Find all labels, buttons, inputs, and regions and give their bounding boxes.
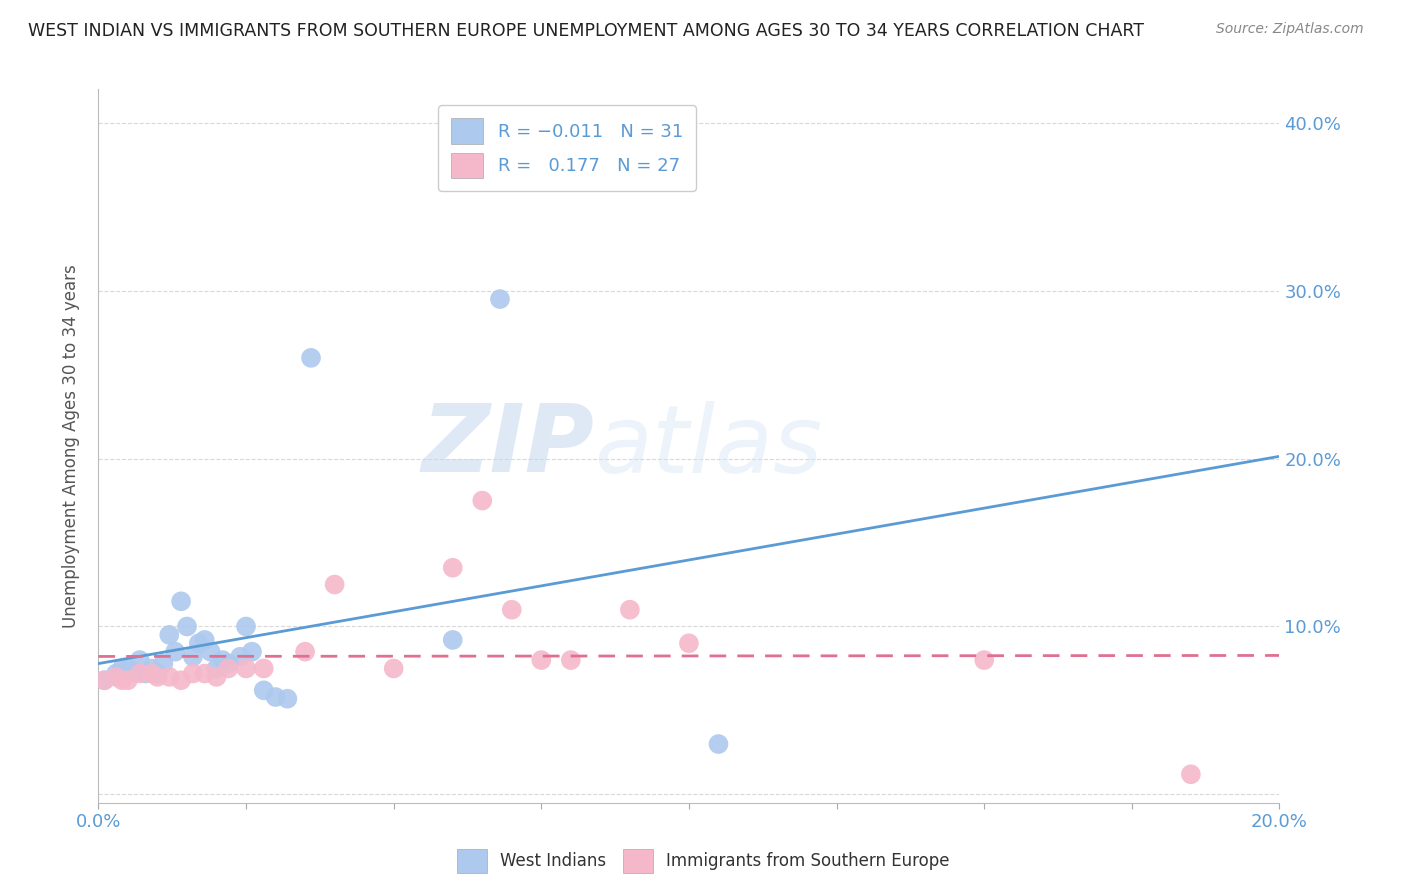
Point <box>93 673 115 688</box>
Point <box>229 649 252 664</box>
Point <box>678 636 700 650</box>
Point <box>105 666 128 681</box>
Point <box>181 649 204 664</box>
Point <box>441 632 464 647</box>
Point <box>165 645 187 659</box>
Point <box>211 653 233 667</box>
Point <box>146 666 169 681</box>
Point <box>973 653 995 667</box>
Point <box>128 653 150 667</box>
Point <box>176 619 198 633</box>
Point <box>170 673 193 688</box>
Point <box>235 661 257 675</box>
Point <box>157 628 180 642</box>
Point <box>489 292 512 306</box>
Point <box>152 657 174 671</box>
Point <box>135 666 157 681</box>
Point <box>170 594 193 608</box>
Point <box>323 577 346 591</box>
Point <box>105 670 128 684</box>
Point <box>501 603 523 617</box>
Point <box>205 670 228 684</box>
Point <box>128 666 150 681</box>
Point <box>122 665 145 679</box>
Text: WEST INDIAN VS IMMIGRANTS FROM SOUTHERN EUROPE UNEMPLOYMENT AMONG AGES 30 TO 34 : WEST INDIAN VS IMMIGRANTS FROM SOUTHERN … <box>28 22 1144 40</box>
Point <box>707 737 730 751</box>
Point <box>157 670 180 684</box>
Point <box>560 653 582 667</box>
Point <box>200 645 222 659</box>
Point <box>1180 767 1202 781</box>
Point <box>181 666 204 681</box>
Point <box>235 619 257 633</box>
Text: Source: ZipAtlas.com: Source: ZipAtlas.com <box>1216 22 1364 37</box>
Point <box>294 645 316 659</box>
Point <box>240 645 263 659</box>
Text: atlas: atlas <box>595 401 823 491</box>
Point <box>276 691 298 706</box>
Point <box>93 673 115 688</box>
Point <box>441 560 464 574</box>
Point <box>530 653 553 667</box>
Point <box>217 657 239 671</box>
Y-axis label: Unemployment Among Ages 30 to 34 years: Unemployment Among Ages 30 to 34 years <box>62 264 80 628</box>
Point <box>111 673 134 688</box>
Point <box>194 666 217 681</box>
Point <box>619 603 641 617</box>
Point <box>253 661 276 675</box>
Point <box>299 351 322 365</box>
Point <box>117 661 139 675</box>
Point <box>141 666 163 681</box>
Point <box>205 661 228 675</box>
Point <box>253 683 276 698</box>
Point <box>217 661 239 675</box>
Legend: West Indians, Immigrants from Southern Europe: West Indians, Immigrants from Southern E… <box>450 842 956 880</box>
Point <box>187 636 209 650</box>
Point <box>146 670 169 684</box>
Point <box>117 673 139 688</box>
Legend: R = −0.011   N = 31, R =   0.177   N = 27: R = −0.011 N = 31, R = 0.177 N = 27 <box>439 105 696 191</box>
Point <box>111 661 134 675</box>
Point <box>471 493 494 508</box>
Text: ZIP: ZIP <box>422 400 595 492</box>
Point <box>264 690 287 704</box>
Point <box>382 661 405 675</box>
Point <box>141 661 163 675</box>
Point <box>194 632 217 647</box>
